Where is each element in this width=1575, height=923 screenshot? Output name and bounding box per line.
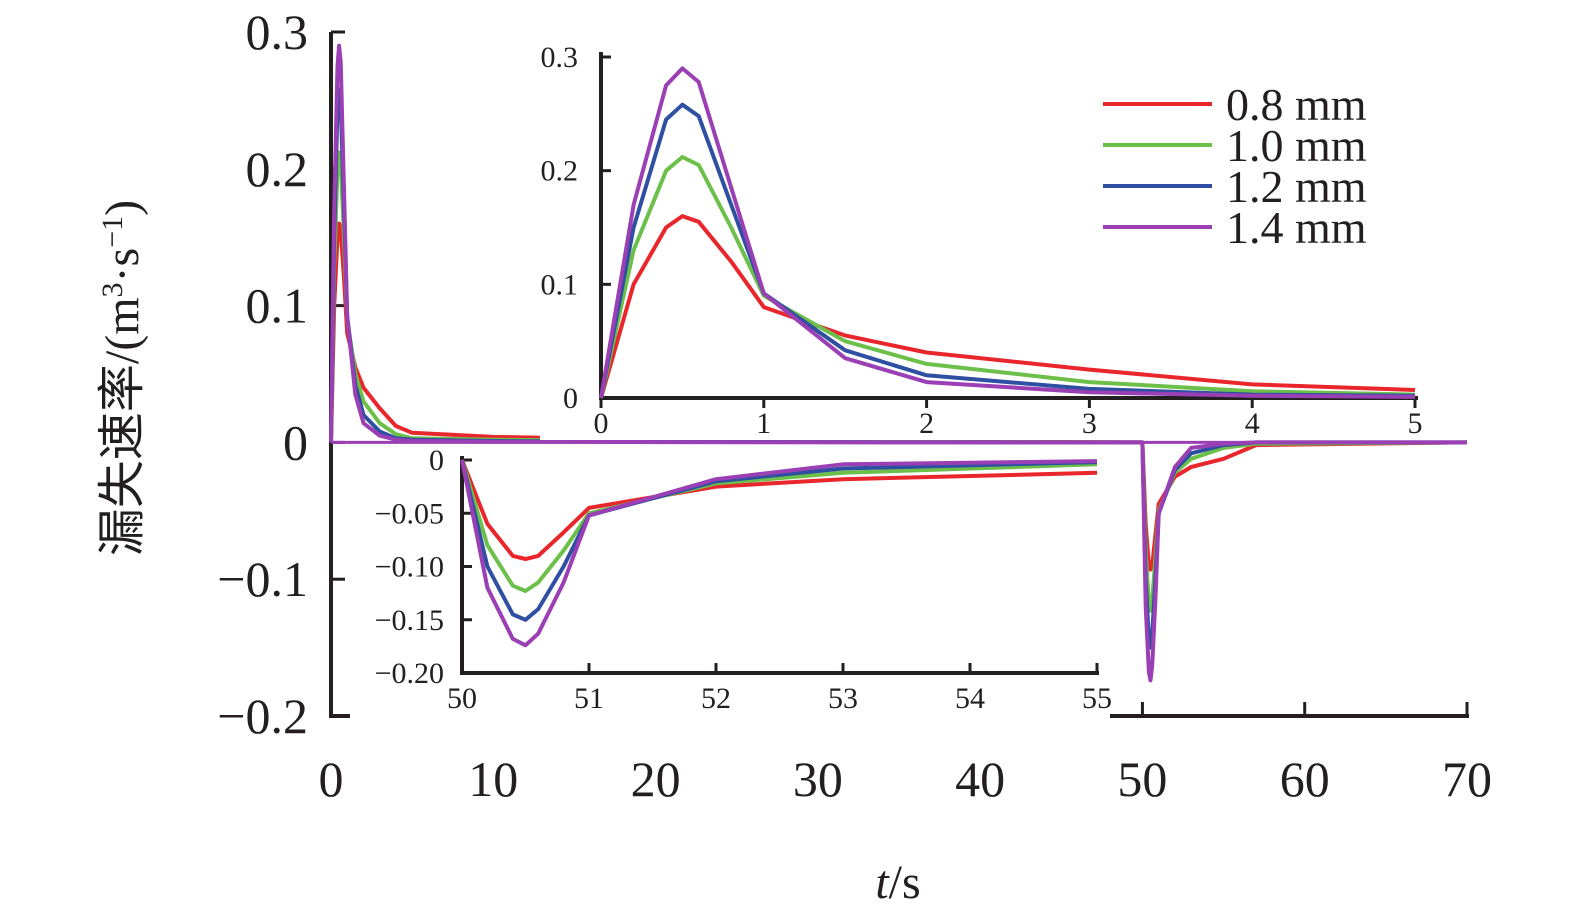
legend-label: 1.4 mm (1226, 202, 1367, 253)
x-tick-label: 70 (1442, 751, 1492, 807)
inset-positive-y-tick-label: 0 (563, 382, 578, 415)
inset-negative-x-tick-label: 51 (574, 682, 604, 715)
inset-positive-y-tick-label: 0.2 (541, 155, 579, 188)
series-line-inset-negative (460, 459, 1098, 648)
inset-negative-x-tick-label: 53 (828, 682, 858, 715)
inset-negative-y-tick-label: 0 (429, 444, 444, 477)
inset-negative-x-tick-label: 55 (1082, 682, 1112, 715)
inset-positive-x-tick-label: 2 (919, 407, 934, 440)
x-tick-label: 0 (319, 751, 344, 807)
series-line-inset-negative (460, 459, 1098, 622)
y-tick-label: −0.1 (217, 551, 308, 607)
series-line-inset-negative (460, 459, 1098, 593)
x-tick-label: 10 (468, 751, 518, 807)
inset-positive-background (540, 40, 1440, 440)
inset-positive-x-tick-label: 4 (1245, 407, 1260, 440)
x-tick-label: 40 (955, 751, 1005, 807)
inset-positive-x-tick-label: 5 (1408, 407, 1423, 440)
inset-negative-x-tick-label: 54 (955, 682, 985, 715)
inset-positive-x-tick-label: 0 (594, 407, 609, 440)
x-tick-label: 60 (1280, 751, 1330, 807)
inset-positive-plot: 0 0.1 0.2 0.3 0 1 2 3 4 5 (540, 40, 1440, 440)
series-line-inset-positive (599, 155, 1416, 399)
inset-positive-x-tick-label: 3 (1082, 407, 1097, 440)
x-tick-label: 50 (1117, 751, 1167, 807)
series-line-main (329, 43, 1467, 683)
inset-positive-x-tick-label: 1 (756, 407, 771, 440)
y-axis-label-mid: ·s (96, 248, 149, 283)
y-axis-label-sup1: 3 (96, 282, 129, 297)
x-axis-label: t/s (875, 856, 920, 909)
inset-positive-y-tick-label: 0.1 (541, 268, 579, 301)
legend: 0.8 mm1.0 mm1.2 mm1.4 mm (1103, 79, 1367, 253)
inset-negative-x-tick-label: 52 (701, 682, 731, 715)
inset-negative-plot: −0.20 −0.15 −0.10 −0.05 0 50 51 52 53 54 55 (350, 444, 1112, 718)
series-line-inset-positive (599, 66, 1416, 399)
series-line-inset-positive (599, 102, 1416, 399)
x-axis-label-var: t (875, 856, 890, 909)
legend-label: 0.8 mm (1226, 79, 1367, 130)
y-tick-label: 0 (283, 414, 308, 470)
y-axis-label-text: 漏失速率/(m (96, 297, 149, 556)
inset-negative-y-tick-label: −0.15 (375, 604, 444, 637)
inset-positive-y-tick-label: 0.3 (541, 41, 579, 74)
inset-negative-y-tick-label: −0.10 (375, 551, 444, 584)
x-tick-label: 30 (793, 751, 843, 807)
y-axis-label-end: ) (96, 200, 149, 216)
y-axis-label: 漏失速率/(m3·s−1) (96, 200, 150, 556)
y-tick-label: 0.1 (246, 278, 309, 334)
inset-negative-y-tick-label: −0.20 (375, 657, 444, 690)
series-line-inset-positive (599, 214, 1416, 399)
y-axis-label-sup2: −1 (96, 216, 129, 248)
y-tick-label: 0.2 (246, 141, 309, 197)
x-axis-label-unit: /s (889, 856, 921, 909)
inset-negative-y-tick-label: −0.05 (375, 497, 444, 530)
x-tick-label: 20 (631, 751, 681, 807)
legend-label: 1.2 mm (1226, 161, 1367, 212)
series-line-inset-negative (460, 459, 1098, 561)
legend-label: 1.0 mm (1226, 120, 1367, 171)
inset-negative-x-tick-label: 50 (447, 682, 477, 715)
y-tick-label: 0.3 (246, 4, 309, 60)
main-plot: −0.2−0.100.10.20.30 10 20 30 40 50 60 70 (217, 4, 1492, 807)
y-tick-label: −0.2 (217, 688, 308, 744)
